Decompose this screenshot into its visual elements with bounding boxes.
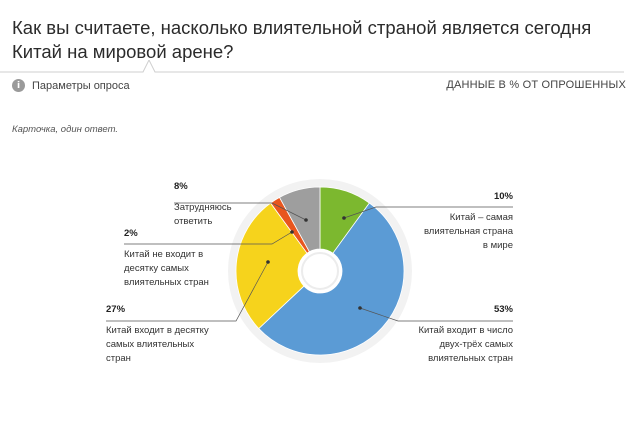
data-label-text: Затрудняюсь: [174, 202, 232, 213]
data-label-text: влиятельных стран: [428, 353, 513, 364]
data-label-text: десятку самых: [124, 263, 189, 274]
data-label-value: 8%: [174, 181, 188, 192]
data-label-value: 10%: [494, 191, 514, 202]
leader-line: [124, 231, 293, 245]
data-label-text: Китай не входит в: [124, 249, 203, 260]
leader-dot: [304, 218, 308, 222]
data-label-value: 53%: [494, 304, 514, 315]
data-label-text: влиятельных стран: [124, 277, 209, 288]
data-label-text: Китай входит в десятку: [106, 325, 209, 336]
data-label-text: влиятельная страна: [424, 226, 514, 237]
header-divider: [0, 60, 624, 73]
question-note: Карточка, один ответ.: [12, 124, 119, 135]
info-icon: i: [12, 79, 25, 92]
data-label-text: Китай – самая: [450, 212, 513, 223]
leader-dot: [266, 260, 270, 264]
data-label-value: 2%: [124, 228, 138, 239]
data-label-text: стран: [106, 353, 131, 364]
leader-line: [343, 206, 513, 219]
survey-parameters-label: Параметры опроса: [32, 79, 130, 92]
data-label-value: 27%: [106, 304, 126, 315]
data-label-text: двух-трёх самых: [440, 339, 514, 350]
leader-dot: [342, 216, 346, 220]
leader-dot: [290, 230, 294, 234]
leader-line: [174, 202, 307, 221]
leader-line: [359, 307, 513, 322]
survey-parameters-toggle[interactable]: i Параметры опроса: [12, 79, 130, 92]
leader-dot: [358, 306, 362, 310]
chart-title: Как вы считаете, насколько влиятельной с…: [12, 17, 592, 62]
donut-hole-ring: [301, 252, 339, 290]
data-label-text: ответить: [174, 216, 212, 227]
data-label-text: самых влиятельных: [106, 339, 194, 350]
data-label-text: в мире: [483, 240, 513, 251]
units-label: ДАННЫЕ В % ОТ ОПРОШЕННЫХ: [446, 79, 626, 91]
donut-hole: [298, 249, 342, 293]
leader-line: [106, 261, 269, 322]
data-label-text: Китай входит в число: [418, 325, 513, 336]
